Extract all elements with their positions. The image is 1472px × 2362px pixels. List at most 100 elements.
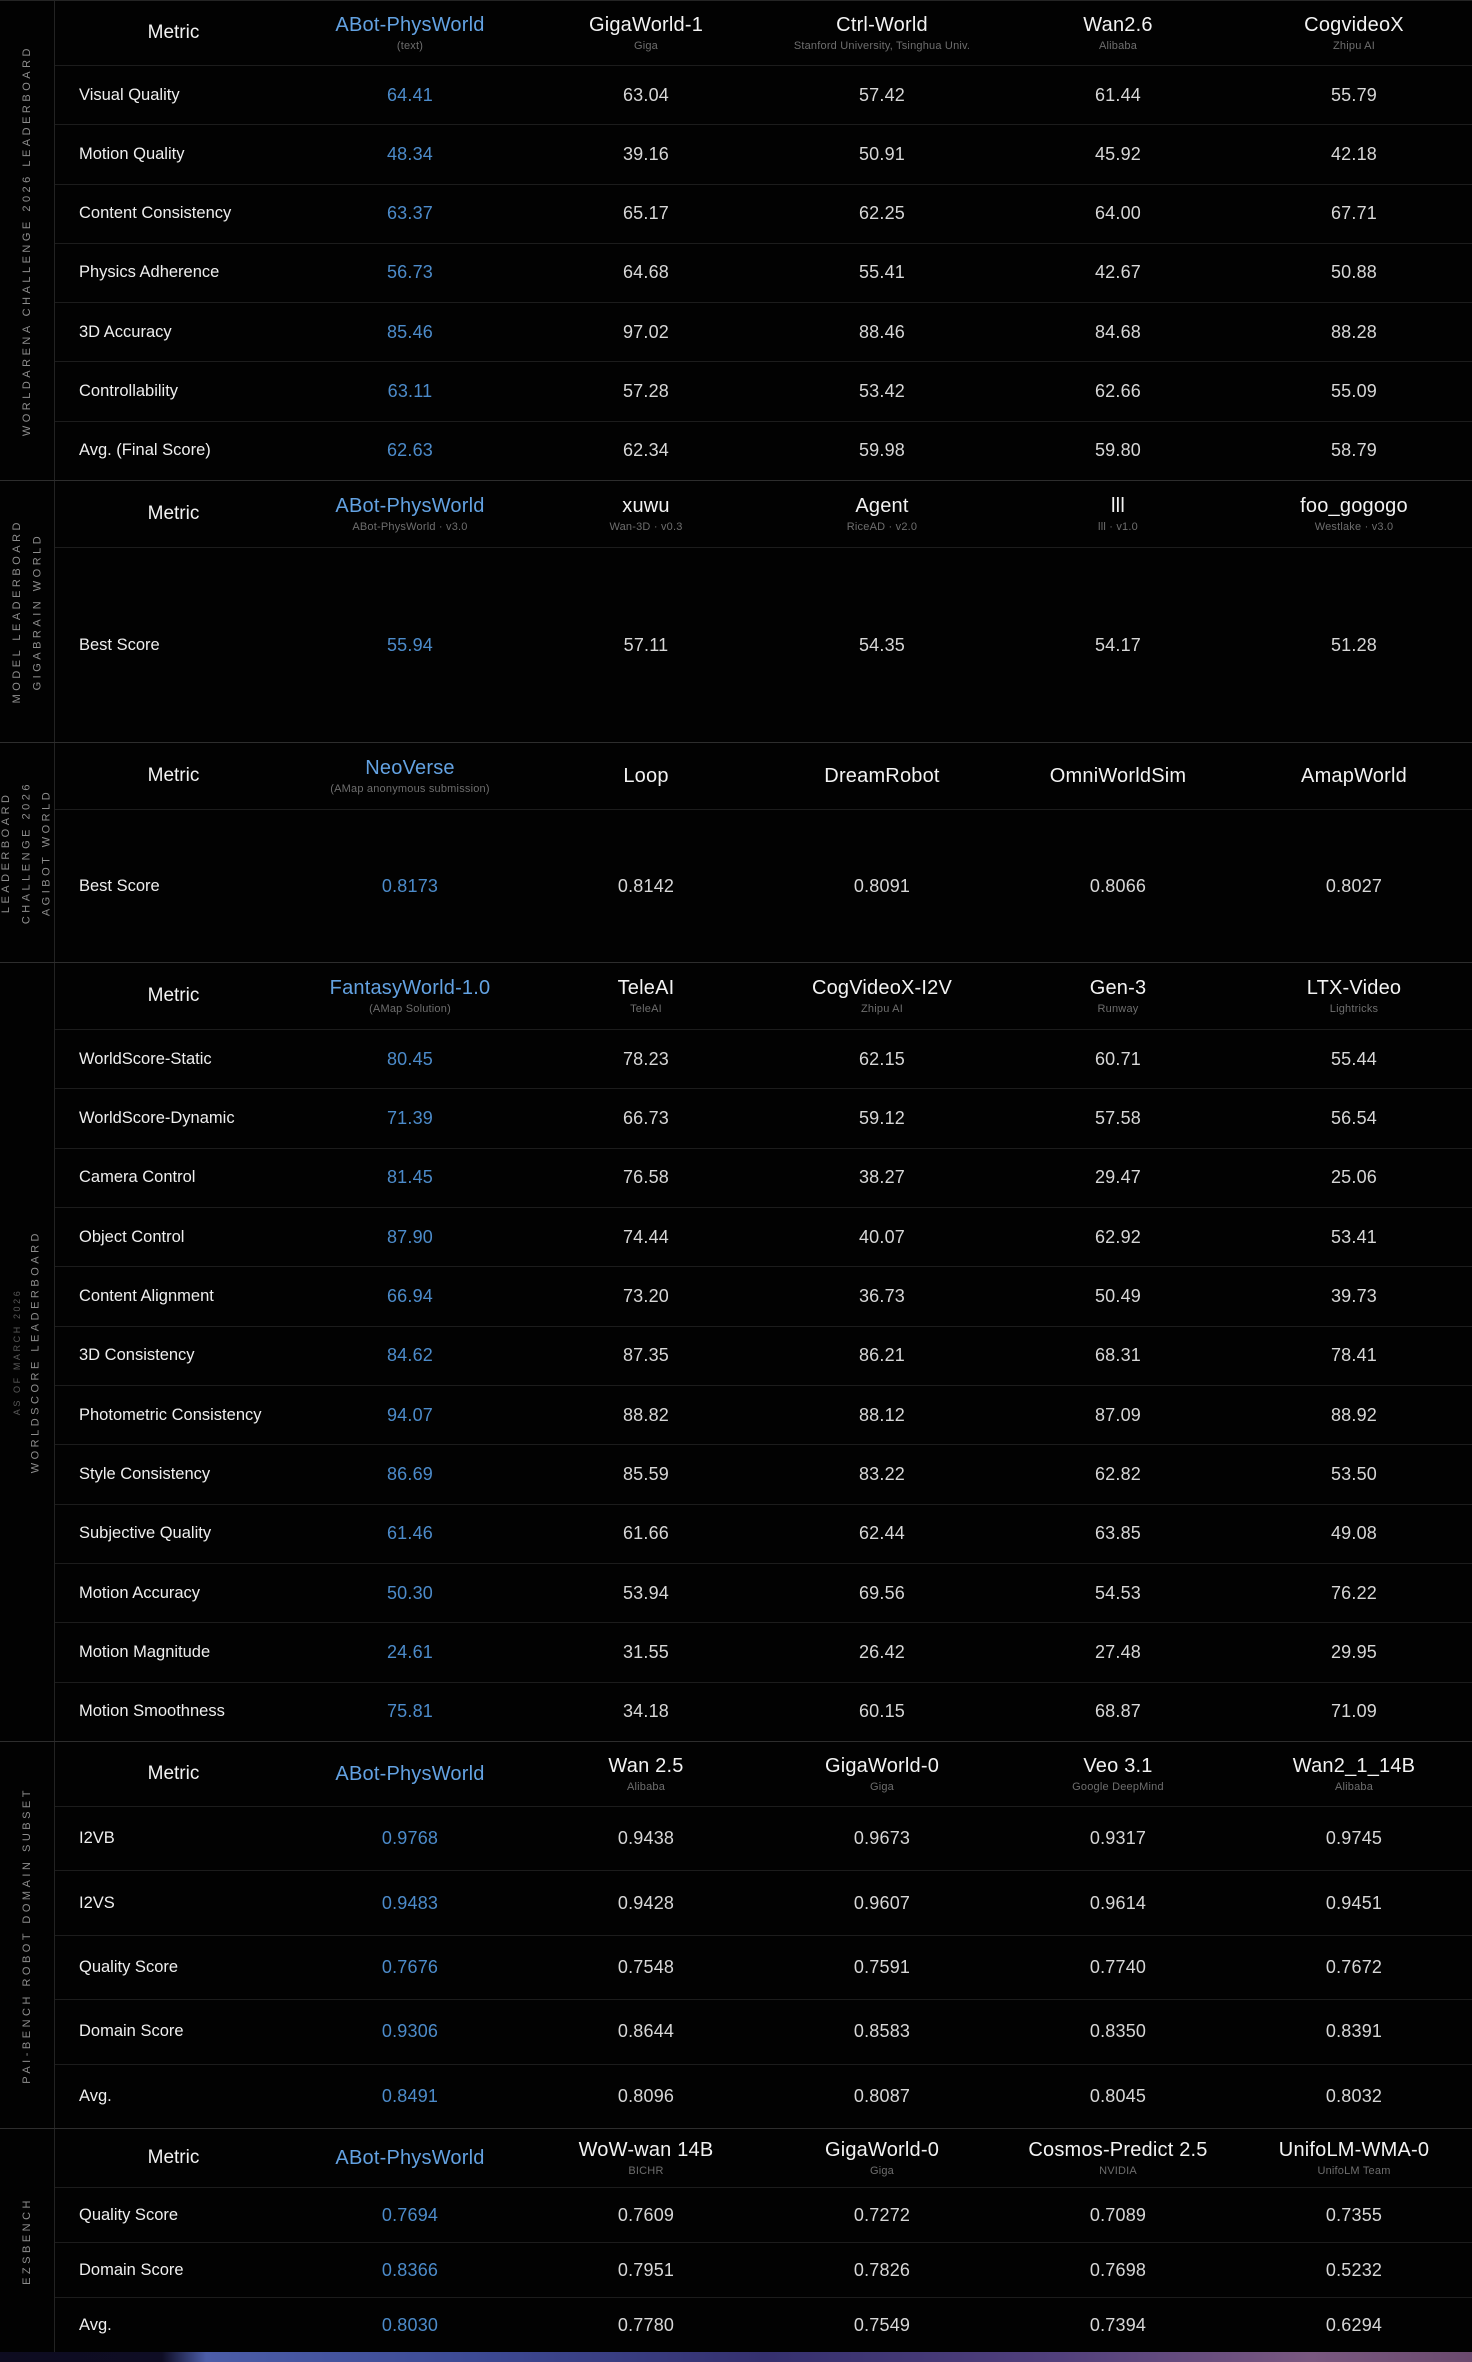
score-value: 57.28 — [622, 381, 670, 402]
score-value: 0.7672 — [1325, 1957, 1383, 1978]
model-column-header: xuwu Wan-3D · v0.3 — [528, 495, 764, 533]
model-column-header: Wan2.6 Alibaba — [1000, 14, 1236, 52]
model-name: ABot-PhysWorld — [335, 14, 485, 36]
model-sublabel: Westlake · v3.0 — [1314, 521, 1394, 533]
model-column-header: TeleAI TeleAI — [528, 977, 764, 1015]
section-label-line: WORLDARENA CHALLENGE 2026 LEADERBOARD — [20, 44, 33, 437]
score-value: 0.8096 — [617, 2085, 675, 2106]
metric-label: Motion Accuracy — [79, 1583, 201, 1602]
score-value: 0.8391 — [1325, 2021, 1383, 2042]
score-value: 87.09 — [1094, 1404, 1142, 1425]
table-row: Content Alignment 66.94 73.20 36.73 50.49 39.… — [55, 1266, 1472, 1325]
score-value: 66.94 — [386, 1285, 434, 1306]
table-row: Photometric Consistency 94.07 88.82 88.12 87… — [55, 1384, 1472, 1444]
score-value: 51.28 — [1330, 634, 1378, 655]
score-value: 62.25 — [858, 203, 906, 224]
score-value: 87.35 — [622, 1345, 670, 1366]
section-label-line: PAI-BENCH ROBOT DOMAIN SUBSET — [20, 1786, 33, 2084]
metric-label: Visual Quality — [79, 85, 180, 104]
section-sidebar: WORLDARENA CHALLENGE 2026 LEADERBOARD — [0, 1, 55, 480]
score-value: 31.55 — [622, 1641, 670, 1662]
score-value: 86.69 — [386, 1463, 434, 1484]
score-value: 83.22 — [858, 1463, 906, 1484]
score-value: 63.11 — [387, 381, 433, 402]
model-name: UnifoLM-WMA-0 — [1278, 2139, 1430, 2161]
score-value: 0.9614 — [1089, 1892, 1147, 1913]
score-value: 0.7089 — [1089, 2204, 1147, 2225]
score-value: 39.16 — [622, 143, 670, 164]
model-name: CogvideoX — [1304, 14, 1404, 36]
score-value: 63.37 — [386, 203, 434, 224]
table-row: Controllability 63.11 57.28 53.42 62.66 55.09 — [55, 361, 1472, 420]
score-value: 0.8045 — [1089, 2085, 1147, 2106]
table-row: Avg. 0.8030 0.7780 0.7549 0.7394 0.6294 — [55, 2297, 1472, 2352]
metric-label: Best Score — [79, 635, 160, 654]
score-value: 0.9451 — [1325, 1892, 1383, 1913]
metric-label: Motion Quality — [79, 144, 185, 163]
model-sublabel: Runway — [1097, 1003, 1139, 1015]
score-value: 0.7549 — [853, 2314, 911, 2335]
score-value: 61.44 — [1094, 84, 1142, 105]
score-value: 62.15 — [858, 1048, 906, 1069]
score-value: 60.71 — [1094, 1048, 1142, 1069]
score-value: 0.9306 — [381, 2021, 439, 2042]
score-value: 0.7394 — [1089, 2314, 1147, 2335]
table-gigabrain-world: MODEL LEADERBOARD GIGABRAIN WORLD Metric AB… — [0, 480, 1472, 742]
score-value: 0.8583 — [853, 2021, 911, 2042]
model-name: FantasyWorld-1.0 — [329, 977, 491, 999]
metric-label: Domain Score — [79, 2260, 184, 2279]
model-sublabel: lll · v1.0 — [1098, 521, 1138, 533]
score-value: 0.6294 — [1325, 2314, 1383, 2335]
next-section-preview-strip — [0, 2352, 1472, 2362]
score-value: 0.8366 — [381, 2259, 439, 2280]
score-value: 29.95 — [1330, 1641, 1378, 1662]
section-label-line: GIGABRAIN WORLD — [31, 532, 43, 691]
metric-label: Best Score — [79, 876, 160, 895]
metric-label: Physics Adherence — [79, 263, 220, 282]
score-value: 84.62 — [386, 1345, 434, 1366]
model-sublabel: ABot-PhysWorld · v3.0 — [352, 521, 468, 533]
table-pai-bench-robot: PAI-BENCH ROBOT DOMAIN SUBSET Metric ABot-… — [0, 1741, 1472, 2128]
table-row: 3D Accuracy 85.46 97.02 88.46 84.68 88.28 — [55, 302, 1472, 361]
score-value: 61.46 — [386, 1523, 434, 1544]
metric-label: WorldScore-Static — [79, 1049, 212, 1068]
score-value: 50.88 — [1330, 262, 1378, 283]
model-name: Wan2_1_14B — [1292, 1755, 1416, 1777]
model-column-header: Ctrl-World Stanford University, Tsinghua … — [764, 14, 1000, 52]
score-value: 59.80 — [1094, 440, 1142, 461]
score-value: 78.23 — [622, 1048, 670, 1069]
score-value: 64.68 — [622, 262, 670, 283]
section-vertical-label: MODEL LEADERBOARD GIGABRAIN WORLD — [7, 519, 48, 703]
metric-label: Object Control — [79, 1227, 185, 1246]
table-header-row: Metric ABot-PhysWorld (text) GigaWorld-1 Gig… — [55, 1, 1472, 65]
score-value: 59.12 — [858, 1107, 906, 1128]
model-name: LTX-Video — [1306, 977, 1402, 999]
model-name: CogVideoX-I2V — [811, 977, 953, 999]
model-column-header: FantasyWorld-1.0 (AMap Solution) — [292, 977, 528, 1015]
score-value: 78.41 — [1330, 1345, 1378, 1366]
model-sublabel: Wan-3D · v0.3 — [609, 521, 683, 533]
metric-label: 3D Consistency — [79, 1346, 195, 1365]
table-row: I2VS 0.9483 0.9428 0.9607 0.9614 0.9451 — [55, 1870, 1472, 1934]
model-sublabel: Alibaba — [1098, 40, 1138, 52]
model-column-header: LTX-Video Lightricks — [1236, 977, 1472, 1015]
model-sublabel: Giga — [869, 2165, 895, 2177]
model-sublabel: Zhipu AI — [861, 1003, 903, 1015]
metric-label: Style Consistency — [79, 1464, 211, 1483]
model-name: Cosmos-Predict 2.5 — [1028, 2139, 1208, 2161]
score-value: 85.59 — [622, 1463, 670, 1484]
score-value: 0.9745 — [1325, 1828, 1383, 1849]
model-column-header: lll lll · v1.0 — [1000, 495, 1236, 533]
table-row: Content Consistency 63.37 65.17 62.25 64.00 6… — [55, 183, 1472, 243]
score-value: 0.8066 — [1089, 875, 1147, 896]
table-row: Camera Control 81.45 76.58 38.27 29.47 25.06 — [55, 1147, 1472, 1207]
metric-label: I2VS — [79, 1893, 115, 1912]
score-value: 88.82 — [622, 1404, 670, 1425]
score-value: 0.8032 — [1325, 2085, 1383, 2106]
section-label-line: CHALLENGE 2026 — [20, 780, 33, 925]
metric-column-header: Metric — [147, 1763, 200, 1784]
table-header-row: Metric ABot-PhysWorld Wan 2.5 Alibaba GigaWo… — [55, 1742, 1472, 1806]
model-sublabel: NVIDIA — [1099, 2165, 1137, 2177]
section-vertical-label: WORLDARENA CHALLENGE 2026 LEADERBOARD — [17, 45, 37, 436]
score-value: 38.27 — [858, 1167, 906, 1188]
